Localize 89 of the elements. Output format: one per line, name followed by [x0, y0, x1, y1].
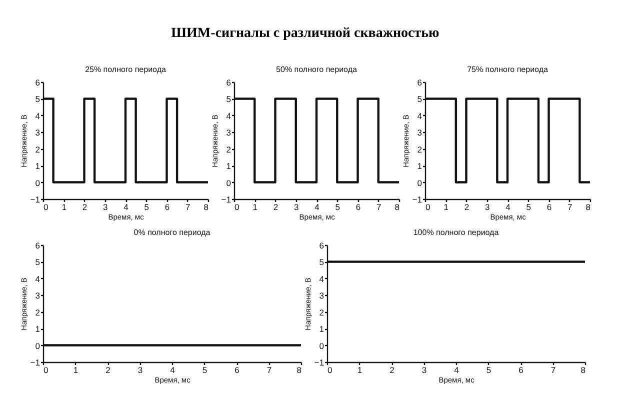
text: ШИМ-сигналы с различной скважностью	[171, 26, 440, 41]
x-tick-label: 1	[252, 202, 258, 212]
y-tick-label: 1	[226, 161, 232, 172]
x-tick-label: 7	[266, 365, 272, 375]
x-tick-label: 0	[44, 202, 48, 212]
x-tick-label: 0	[426, 202, 430, 212]
y-tick-label: 1	[319, 324, 324, 334]
y-tick-label: 2	[35, 144, 40, 154]
x-tick-label: 7	[376, 202, 382, 212]
y-tick-label: −1	[221, 194, 232, 204]
x-tick-label: 4	[506, 202, 511, 212]
x-tick-label: 0	[328, 365, 332, 375]
y-tick-label: −1	[30, 358, 40, 368]
x-tick-label: 5	[486, 365, 492, 375]
y-tick-label: 1	[35, 324, 40, 334]
chart-title: 50% полного периода	[276, 65, 358, 74]
x-tick-label: 4	[170, 365, 176, 375]
x-tick-label: 2	[273, 202, 278, 212]
x-tick-label: 6	[356, 202, 361, 212]
y-tick-label: 6	[226, 78, 232, 88]
y-tick-label: −1	[314, 358, 324, 368]
y-tick-label: 4	[319, 274, 324, 284]
x-tick-label: 6	[164, 202, 170, 212]
x-tick-label: 8	[296, 365, 302, 375]
y-tick-label: 3	[417, 128, 422, 138]
x-tick-label: 5	[335, 202, 340, 212]
y-tick-label: 4	[35, 274, 40, 284]
y-tick-label: 0	[35, 340, 40, 351]
x-tick-label: 6	[518, 365, 524, 375]
y-tick-label: 5	[35, 94, 40, 104]
x-tick-label: 1	[357, 365, 362, 375]
y-tick-label: 6	[417, 78, 422, 88]
y-tick-label: 2	[226, 144, 232, 154]
x-tick-label: 1	[444, 202, 449, 212]
x-tick-label: 7	[550, 365, 556, 375]
x-tick-label: 1	[73, 365, 78, 375]
chart-title: 75% полного периода	[467, 65, 548, 74]
x-tick-label: 7	[186, 202, 191, 212]
x-tick-label: 4	[454, 365, 460, 375]
y-tick-label: 2	[417, 144, 422, 154]
x-tick-label: 5	[526, 202, 532, 212]
y-tick-label: −1	[30, 194, 40, 204]
y-tick-label: −1	[412, 194, 422, 204]
x-tick-label: 3	[485, 202, 490, 212]
y-tick-label: 3	[35, 128, 40, 138]
y-tick-label: 4	[35, 110, 40, 121]
y-tick-label: 1	[35, 161, 40, 172]
x-tick-label: 4	[124, 202, 129, 212]
x-tick-label: 5	[202, 365, 208, 375]
x-tick-label: 3	[103, 202, 108, 212]
x-tick-label: 2	[464, 202, 470, 212]
y-tick-label: 1	[417, 161, 422, 172]
y-tick-label: 2	[35, 307, 40, 318]
y-tick-label: 5	[226, 94, 232, 104]
y-tick-label: 6	[35, 240, 40, 250]
x-tick-label: 6	[546, 202, 552, 212]
x-tick-label: 2	[390, 365, 395, 375]
y-tick-label: 3	[35, 290, 40, 301]
x-tick-label: 6	[234, 365, 240, 375]
y-tick-label: 0	[417, 178, 422, 188]
y-tick-label: 5	[35, 257, 40, 268]
y-tick-label: 0	[226, 178, 232, 188]
y-tick-label: 0	[319, 340, 324, 351]
x-tick-label: 0	[234, 202, 240, 212]
x-tick-label: 1	[62, 202, 67, 212]
x-tick-label: 3	[294, 202, 300, 212]
x-tick-label: 8	[586, 202, 591, 212]
y-tick-label: 6	[35, 78, 40, 88]
y-tick-label: 3	[319, 290, 324, 301]
x-tick-label: 2	[82, 202, 88, 212]
y-tick-label: 4	[226, 110, 232, 121]
x-tick-label: 8	[580, 365, 586, 375]
x-tick-label: 8	[394, 202, 400, 212]
y-tick-label: 0	[35, 178, 40, 188]
x-tick-label: 2	[106, 365, 111, 375]
y-tick-label: 3	[226, 128, 232, 138]
y-tick-label: 4	[417, 110, 422, 121]
x-tick-label: 7	[568, 202, 573, 212]
y-tick-label: 6	[319, 240, 324, 250]
x-tick-label: 0	[44, 365, 48, 375]
x-tick-label: 3	[138, 365, 143, 375]
chart-title: 0% полного периода	[134, 228, 211, 237]
y-tick-label: 2	[319, 307, 324, 318]
chart-title: 25% полного периода	[85, 65, 166, 74]
x-tick-label: 5	[144, 202, 150, 212]
y-tick-label: 5	[319, 257, 324, 268]
chart-title: 100% полного периода	[413, 228, 500, 237]
x-tick-label: 8	[204, 202, 209, 212]
y-tick-label: 5	[417, 94, 422, 104]
